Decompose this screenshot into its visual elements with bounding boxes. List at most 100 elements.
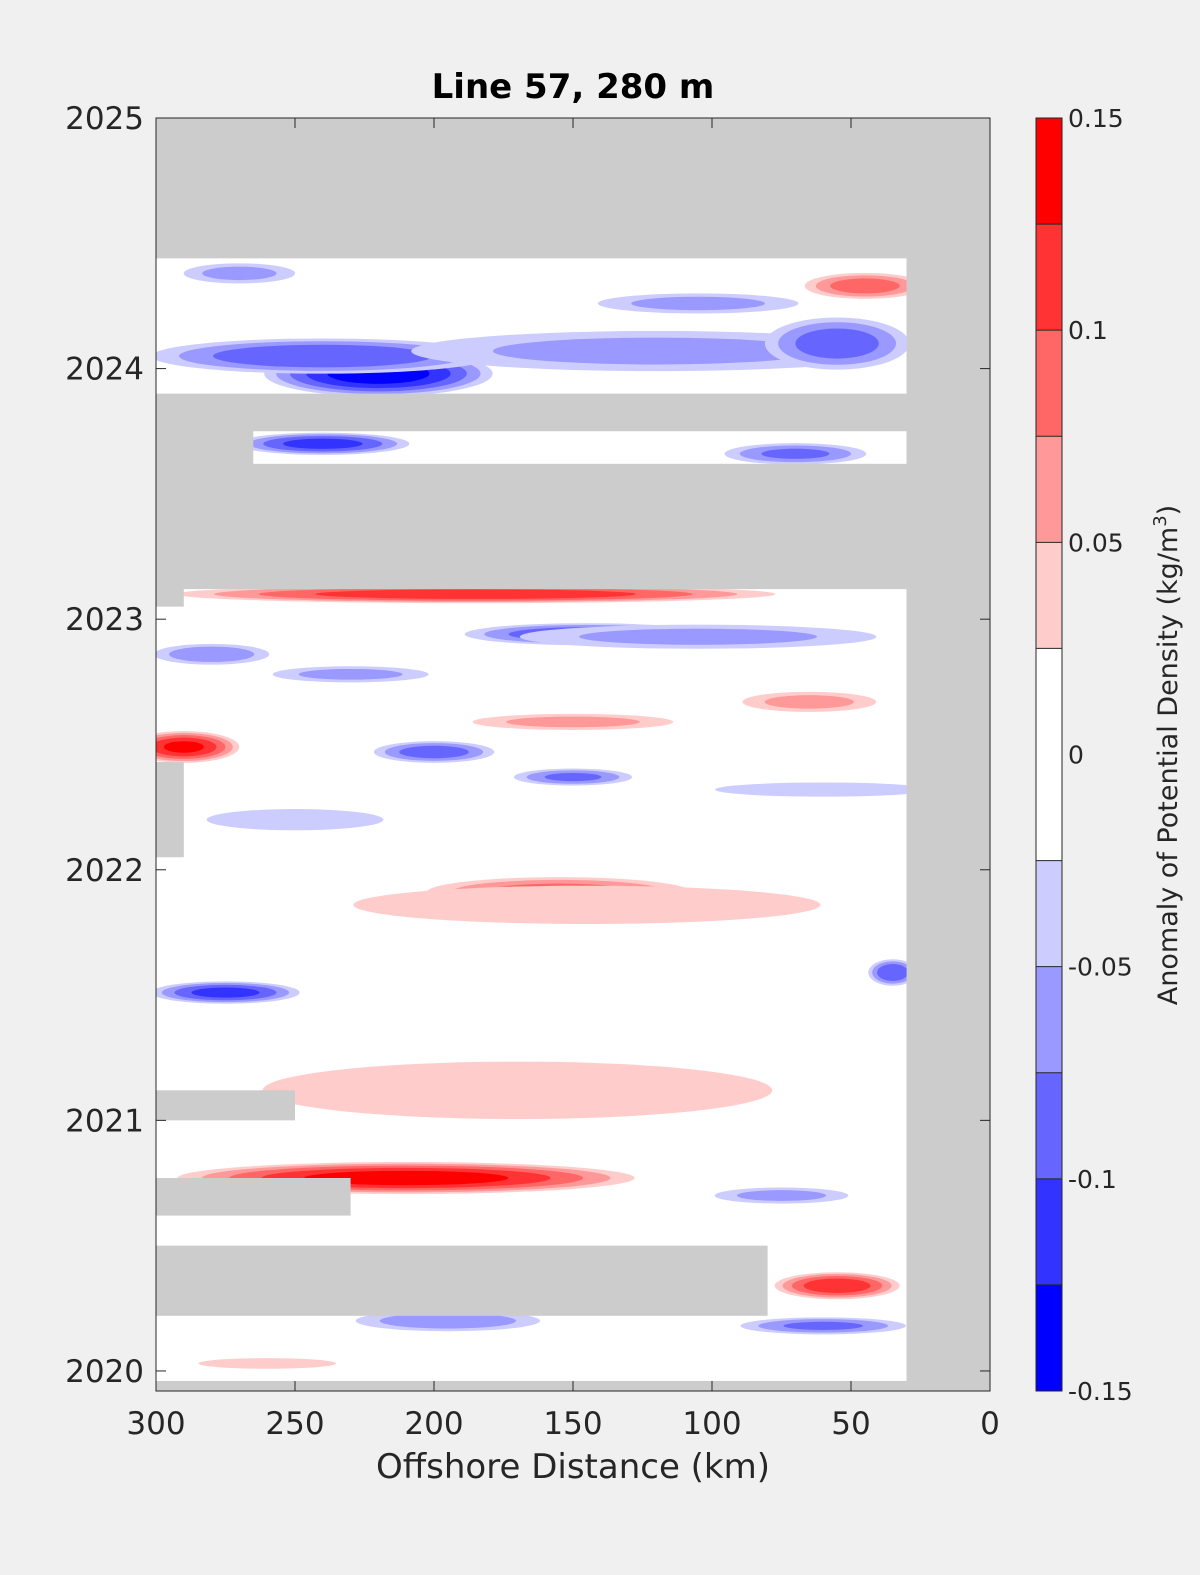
colorbar-label: Anomaly of Potential Density (kg/m3) (1150, 505, 1184, 1005)
anomaly-feature-17 (742, 691, 877, 712)
missing-data-region-2 (156, 463, 907, 590)
colorbar: 0.15 0.1 0.05 0 -0.05 -0.1 -0.15 (1035, 104, 1133, 1406)
missing-data-region-10 (156, 1380, 907, 1391)
y-tick-label-2022: 2022 (65, 853, 144, 889)
colorbar-segment-2 (1036, 1072, 1062, 1179)
contour-band-11-1 (579, 628, 817, 645)
colorbar-segment-10 (1036, 118, 1062, 225)
chart-title: Line 57, 280 m (432, 67, 715, 107)
contour-band-31-2 (783, 1321, 863, 1330)
contour-band-28-1 (736, 1190, 827, 1201)
contour-band-23-3 (191, 987, 260, 998)
contour-band-1-2 (213, 344, 433, 368)
contour-band-9-3 (315, 589, 636, 599)
anomaly-feature-19 (206, 809, 384, 831)
colorbar-tick-label-0-05: 0.05 (1068, 528, 1124, 557)
anomaly-feature-11 (519, 624, 877, 649)
y-tick-label-2021: 2021 (65, 1103, 144, 1139)
contour-band-18-2 (544, 772, 602, 782)
anomaly-feature-16 (472, 713, 674, 730)
colorbar-segment-8 (1036, 330, 1062, 437)
contour-band-7-3 (283, 438, 363, 449)
anomaly-feature-23 (156, 981, 300, 1004)
contour-band-27-4 (304, 1170, 509, 1186)
contour-band-19-0 (206, 809, 384, 831)
anomaly-feature-29 (774, 1272, 900, 1300)
anomaly-feature-33 (198, 1358, 337, 1369)
colorbar-tick-label-0: 0 (1068, 741, 1084, 770)
anomaly-feature-13 (272, 666, 429, 683)
contour-band-17-1 (764, 695, 854, 709)
contour-band-20-0 (715, 782, 932, 797)
x-tick-label-50: 50 (831, 1406, 870, 1442)
contour-band-3-2 (795, 328, 879, 359)
anomaly-feature-3 (764, 317, 910, 370)
contour-band-15-2 (399, 745, 469, 759)
contour-band-6-2 (830, 278, 900, 294)
contour-band-4-1 (631, 296, 765, 311)
x-tick-label-0: 0 (980, 1406, 1000, 1442)
colorbar-segment-9 (1036, 224, 1062, 331)
colorbar-segment-6 (1036, 542, 1062, 649)
colorbar-segment-7 (1036, 436, 1062, 543)
contour-band-24-2 (877, 964, 909, 981)
x-tick-label-100: 100 (682, 1406, 741, 1442)
colorbar-segment-5 (1036, 648, 1062, 861)
missing-data-layer (156, 118, 990, 1391)
x-tick-label-200: 200 (404, 1406, 463, 1442)
x-axis: 300 250 200 150 100 50 0 (126, 118, 1000, 1442)
missing-data-region-1 (906, 118, 990, 1391)
colorbar-label-superscript: 3 (1150, 515, 1171, 526)
anomaly-feature-18 (513, 768, 633, 786)
contour-band-13-1 (298, 668, 403, 680)
anomaly-feature-15 (373, 741, 495, 763)
missing-data-region-9 (156, 1245, 768, 1316)
y-tick-label-2020: 2020 (65, 1354, 144, 1390)
colorbar-tick-label--0-05: -0.05 (1068, 953, 1133, 982)
colorbar-tick-label-0-15: 0.15 (1068, 104, 1124, 133)
anomaly-feature-24 (868, 959, 918, 986)
anomaly-feature-20 (715, 782, 932, 797)
colorbar-tick-label-0-1: 0.1 (1068, 316, 1108, 345)
missing-data-region-0 (156, 118, 990, 259)
colorbar-label-text: Anomaly of Potential Density (kg/m (1153, 527, 1184, 1005)
x-tick-label-300: 300 (126, 1406, 185, 1442)
colorbar-segment-3 (1036, 966, 1062, 1073)
missing-data-region-7 (156, 1090, 295, 1121)
anomaly-feature-14 (156, 731, 240, 763)
anomaly-feature-28 (714, 1187, 849, 1204)
anomaly-feature-4 (597, 293, 799, 314)
anomaly-feature-12 (156, 643, 270, 665)
anomaly-feature-8 (724, 443, 867, 465)
anomaly-feature-1 (156, 338, 494, 374)
anomaly-feature-7 (236, 432, 410, 455)
y-tick-label-2025: 2025 (65, 101, 144, 137)
colorbar-segment-1 (1036, 1178, 1062, 1285)
colorbar-segment-0 (1036, 1284, 1062, 1391)
missing-data-region-5 (156, 581, 184, 607)
y-tick-label-2024: 2024 (65, 352, 144, 388)
contour-band-16-1 (506, 716, 640, 728)
contour-band-32-1 (379, 1313, 516, 1329)
contour-band-26-0 (262, 1061, 773, 1120)
colorbar-label-suffix: ) (1153, 505, 1184, 516)
anomaly-feature-9 (175, 585, 776, 604)
anomaly-feature-31 (740, 1317, 906, 1335)
plot-area (156, 118, 990, 1391)
missing-data-region-6 (156, 762, 184, 858)
y-axis: 2020 2021 2022 2023 2024 2025 (65, 101, 990, 1390)
y-tick-label-2023: 2023 (65, 602, 144, 638)
missing-data-region-8 (156, 1177, 351, 1216)
x-axis-label: Offshore Distance (km) (376, 1447, 770, 1487)
contour-band-33-0 (198, 1358, 337, 1369)
colorbar-frame (1035, 117, 1063, 1392)
contour-band-29-3 (803, 1278, 871, 1293)
missing-data-region-3 (156, 393, 907, 432)
anomaly-feature-5 (183, 263, 296, 284)
contour-band-22-0 (353, 885, 821, 924)
contour-band-5-1 (202, 266, 277, 281)
colorbar-tick-label--0-1: -0.1 (1068, 1165, 1117, 1194)
anomaly-feature-6 (804, 272, 926, 299)
contour-band-2-1 (492, 337, 820, 365)
